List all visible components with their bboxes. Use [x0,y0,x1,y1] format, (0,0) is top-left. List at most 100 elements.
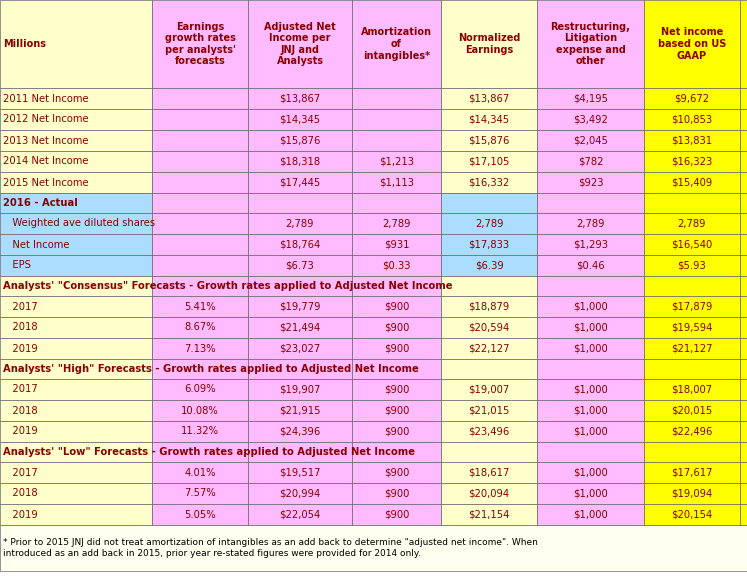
Bar [644,359,740,379]
Bar [537,400,644,421]
Bar [352,109,441,130]
Bar [441,130,537,151]
Bar [248,338,352,359]
Bar [352,400,441,421]
Bar [740,442,747,462]
Bar [644,338,740,359]
Bar [441,213,537,234]
Text: Analysts' "Low" Forecasts - Growth rates applied to Adjusted Net Income: Analysts' "Low" Forecasts - Growth rates… [3,447,415,457]
Bar [740,151,747,172]
Bar [352,359,441,379]
Text: 2,789: 2,789 [475,219,503,229]
Bar [152,0,248,88]
Text: $6.39: $6.39 [474,260,503,270]
Bar [644,379,740,400]
Text: $1,000: $1,000 [573,385,608,395]
Text: $20,994: $20,994 [279,489,320,499]
Bar [248,130,352,151]
Bar [441,255,537,276]
Bar [644,255,740,276]
Text: $1,293: $1,293 [573,239,608,249]
Text: Adjusted Net
Income per
JNJ and
Analysts: Adjusted Net Income per JNJ and Analysts [264,22,336,66]
Bar [441,296,537,317]
Bar [537,172,644,193]
Bar [152,442,248,462]
Bar [152,359,248,379]
Bar [537,255,644,276]
Bar [644,296,740,317]
Bar [537,442,644,462]
Text: $17,617: $17,617 [672,467,713,477]
Bar [0,338,152,359]
Bar [152,88,248,109]
Text: 2015 Net Income: 2015 Net Income [3,178,89,188]
Text: $900: $900 [384,406,409,416]
Bar [644,130,740,151]
Bar [248,400,352,421]
Text: 2019: 2019 [3,426,38,436]
Bar [740,338,747,359]
Text: $1,000: $1,000 [573,489,608,499]
Text: 4.01%: 4.01% [185,467,216,477]
Text: $21,015: $21,015 [468,406,509,416]
Bar [537,234,644,255]
Text: Net Income: Net Income [3,239,69,249]
Bar [537,213,644,234]
Text: $19,094: $19,094 [672,489,713,499]
Bar [644,400,740,421]
Bar [644,442,740,462]
Bar [248,442,352,462]
Text: 7.13%: 7.13% [185,343,216,353]
Bar [0,442,152,462]
Bar [248,379,352,400]
Bar [644,276,740,296]
Text: $18,318: $18,318 [279,156,320,166]
Text: 2016 - Actual: 2016 - Actual [3,198,78,208]
Text: $17,105: $17,105 [468,156,509,166]
Bar [644,504,740,525]
Bar [441,0,537,88]
Text: $1,000: $1,000 [573,343,608,353]
Text: $19,007: $19,007 [468,385,509,395]
Bar [740,130,747,151]
Text: $22,127: $22,127 [468,343,509,353]
Text: $15,876: $15,876 [468,135,509,145]
Bar [740,109,747,130]
Bar [740,462,747,483]
Text: 2019: 2019 [3,343,38,353]
Bar [740,213,747,234]
Text: 2,789: 2,789 [286,219,314,229]
Text: 11.32%: 11.32% [181,426,219,436]
Bar [740,0,747,88]
Bar [152,172,248,193]
Text: Analysts' "Consensus" Forecasts - Growth rates applied to Adjusted Net Income: Analysts' "Consensus" Forecasts - Growth… [3,281,453,291]
Text: 5.05%: 5.05% [185,509,216,520]
Text: $9,672: $9,672 [675,93,710,103]
Bar [644,483,740,504]
Text: $16,332: $16,332 [468,178,509,188]
Bar [537,317,644,338]
Text: 5.41%: 5.41% [185,302,216,312]
Bar [537,296,644,317]
Bar [248,193,352,213]
Bar [441,88,537,109]
Text: Amortization
of
intangibles*: Amortization of intangibles* [361,28,432,61]
Text: 7.57%: 7.57% [184,489,216,499]
Text: $20,594: $20,594 [468,322,509,332]
Text: $16,540: $16,540 [672,239,713,249]
Bar [152,255,248,276]
Bar [0,525,747,571]
Bar [644,193,740,213]
Bar [248,483,352,504]
Bar [644,109,740,130]
Text: 2017: 2017 [3,385,38,395]
Bar [248,255,352,276]
Text: $21,915: $21,915 [279,406,320,416]
Bar [537,504,644,525]
Text: $900: $900 [384,343,409,353]
Bar [352,88,441,109]
Bar [352,193,441,213]
Bar [352,462,441,483]
Bar [248,359,352,379]
Text: $15,409: $15,409 [672,178,713,188]
